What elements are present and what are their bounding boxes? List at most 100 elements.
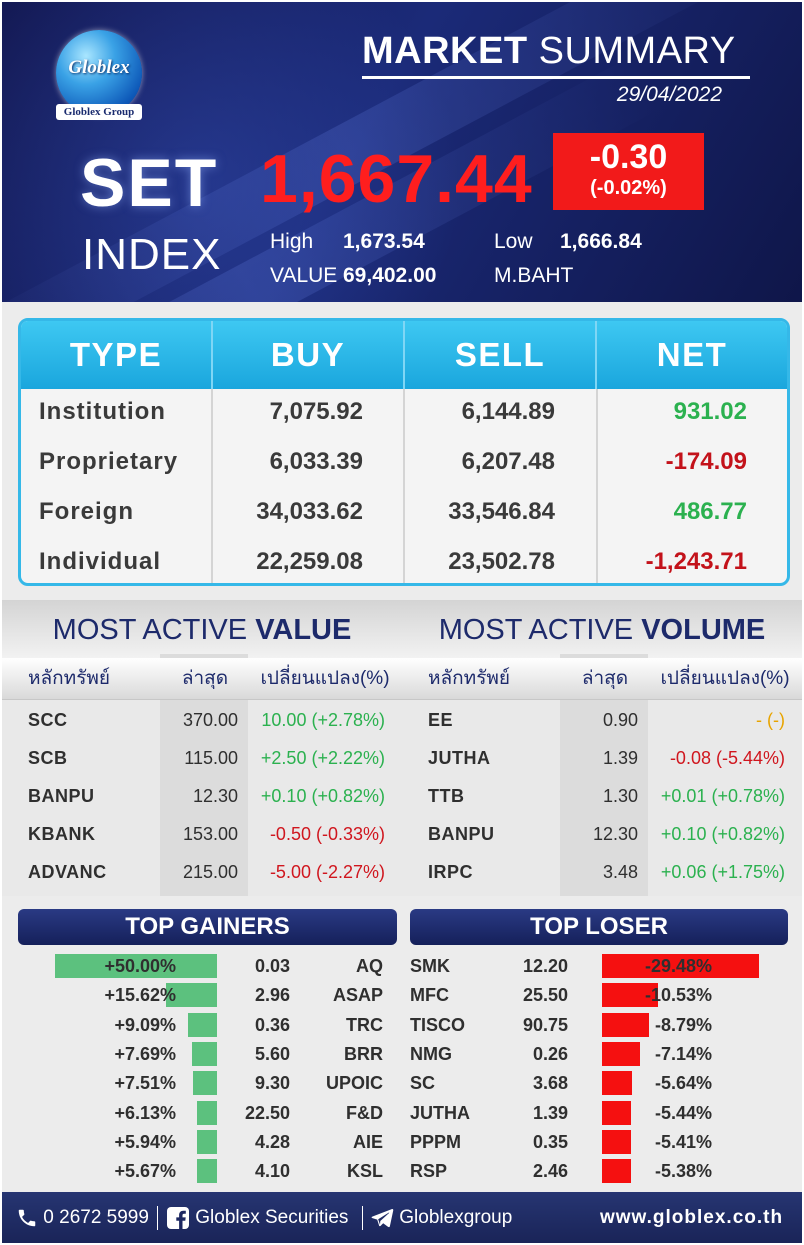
gain-price: 2.96	[254, 985, 290, 1006]
gain-pct: +5.67%	[114, 1161, 176, 1182]
last-price: 12.30	[192, 786, 238, 806]
value-label: VALUE	[270, 264, 338, 287]
gain-price: 5.60	[254, 1043, 290, 1064]
loss-pct: -10.53%	[644, 985, 712, 1006]
top-gainers-title: TOP GAINERS	[18, 909, 397, 945]
price-change: -0.08 (-5.44%)	[669, 748, 785, 768]
col-last-header: ล่าสุด	[181, 668, 229, 689]
index-subname: INDEX	[82, 230, 222, 279]
table-row: IRPC 3.48 +0.06 (+1.75%)	[402, 853, 802, 891]
table-row: SCB 115.00 +2.50 (+2.22%)	[2, 739, 402, 777]
loss-price: 0.26	[532, 1043, 568, 1064]
loss-pct: -5.44%	[654, 1102, 712, 1123]
index-change-pct: (-0.02%)	[590, 177, 667, 199]
footer-bar: 0 2672 5999 Globlex Securities Globlexgr…	[2, 1192, 802, 1243]
gain-bar	[55, 954, 217, 978]
loss-bar	[602, 1129, 631, 1154]
gain-bar	[197, 1100, 217, 1125]
investor-type-name: Individual	[39, 548, 162, 575]
stock-symbol: ADVANC	[28, 862, 107, 882]
investor-type-name: Proprietary	[39, 448, 179, 475]
col-change-header: เปลี่ยนแปลง(%)	[660, 668, 790, 689]
most-active-volume-title: MOST ACTIVE VOLUME	[402, 600, 802, 658]
loss-price: 1.39	[532, 1102, 568, 1123]
gainer-row: +50.00% 0.03 AQ	[18, 952, 398, 980]
header-banner: Globlex Globlex Group MARKET SUMMARY 29/…	[2, 2, 802, 302]
net-value: 931.02	[673, 398, 747, 425]
buy-value: 7,075.92	[269, 398, 363, 425]
col-change-header: เปลี่ยนแปลง(%)	[260, 668, 390, 689]
stock-symbol: IRPC	[428, 862, 474, 882]
loss-symbol: NMG	[410, 1043, 452, 1064]
title-underline	[362, 76, 750, 79]
gain-symbol: AQ	[356, 956, 383, 976]
phone-icon	[18, 1209, 36, 1227]
most-active-volume-panel: MOST ACTIVE VOLUME หลักทรัพย์ ล่าสุด เปล…	[402, 600, 802, 896]
gain-bar	[193, 1071, 217, 1096]
table-row: BANPU 12.30 +0.10 (+0.82%)	[2, 777, 402, 815]
price-change: -0.50 (-0.33%)	[269, 824, 385, 844]
investor-type-body: Institution 7,075.92 6,144.89 931.02 Proprie…	[21, 389, 787, 583]
table-row: Proprietary 6,033.39 6,207.48 -174.09	[21, 439, 787, 489]
table-row: TTB 1.30 +0.01 (+0.78%)	[402, 777, 802, 815]
gain-bar	[188, 1012, 217, 1037]
investor-type-header: TYPE BUY SELL NET	[21, 321, 787, 389]
col-symbol-header: หลักทรัพย์	[428, 668, 511, 689]
loser-row: SC 3.68 -5.64%	[410, 1069, 790, 1097]
logo-text: Globlex	[68, 57, 130, 78]
most-active-value-title: MOST ACTIVE VALUE	[2, 600, 402, 658]
index-name: SET	[80, 145, 219, 221]
gainer-row: +5.94% 4.28 AIE	[18, 1128, 398, 1156]
gain-price: 4.28	[254, 1131, 290, 1152]
website-link[interactable]: www.globlex.co.th	[600, 1207, 784, 1228]
most-active-value-panel: MOST ACTIVE VALUE หลักทรัพย์ ล่าสุด เปลี…	[2, 600, 402, 896]
last-price: 370.00	[182, 710, 238, 730]
table-row: EE 0.90 - (-)	[402, 701, 802, 739]
loser-row: NMG 0.26 -7.14%	[410, 1040, 790, 1068]
page-title: MARKET SUMMARY	[362, 30, 736, 72]
gain-bar	[192, 1041, 217, 1066]
high-label: High	[270, 230, 314, 253]
sell-value: 6,144.89	[461, 398, 555, 425]
gain-pct: +9.09%	[114, 1014, 176, 1035]
loss-symbol: PPPM	[410, 1131, 462, 1152]
gain-symbol: UPOIC	[325, 1073, 383, 1094]
gain-price: 0.36	[254, 1014, 290, 1035]
gain-symbol: BRR	[344, 1043, 383, 1064]
price-change: 10.00 (+2.78%)	[261, 710, 385, 730]
loss-bar	[602, 1100, 631, 1125]
loss-pct: -5.41%	[654, 1131, 712, 1152]
phone-contact[interactable]: 0 2672 5999	[16, 1192, 149, 1243]
col-last-header: ล่าสุด	[581, 668, 629, 689]
loss-bar	[602, 954, 759, 978]
price-change: - (-)	[756, 710, 785, 730]
gain-price: 0.03	[254, 956, 290, 976]
index-value: 1,667.44	[260, 141, 533, 217]
gain-bar	[166, 983, 217, 1008]
table-row: Institution 7,075.92 6,144.89 931.02	[21, 389, 787, 439]
loss-price: 2.46	[532, 1161, 568, 1182]
last-price: 3.48	[602, 862, 638, 882]
facebook-link[interactable]: Globlex Securities	[166, 1192, 348, 1243]
loss-price: 90.75	[522, 1014, 568, 1035]
index-change: -0.30	[589, 138, 668, 176]
loss-pct: -29.48%	[644, 956, 712, 976]
price-change: +0.06 (+1.75%)	[660, 862, 785, 882]
table-row: SCC 370.00 10.00 (+2.78%)	[2, 701, 402, 739]
telegram-link[interactable]: Globlexgroup	[370, 1192, 512, 1243]
gain-pct: +50.00%	[104, 956, 176, 976]
gain-symbol: F&D	[346, 1102, 383, 1123]
buy-value: 34,033.62	[256, 498, 363, 525]
sell-value: 23,502.78	[448, 548, 555, 575]
stock-symbol: BANPU	[428, 824, 495, 844]
investor-type-name: Foreign	[39, 498, 134, 525]
index-change-badge: -0.30 (-0.02%)	[553, 133, 704, 210]
price-change: +0.10 (+0.82%)	[660, 824, 785, 844]
value-amount: 69,402.00	[343, 264, 437, 287]
low-label: Low	[494, 230, 533, 253]
loser-row: TISCO 90.75 -8.79%	[410, 1011, 790, 1039]
last-price: 1.39	[602, 748, 638, 768]
gainer-row: +15.62% 2.96 ASAP	[18, 981, 398, 1009]
last-price: 12.30	[592, 824, 638, 844]
loss-pct: -8.79%	[654, 1014, 712, 1035]
